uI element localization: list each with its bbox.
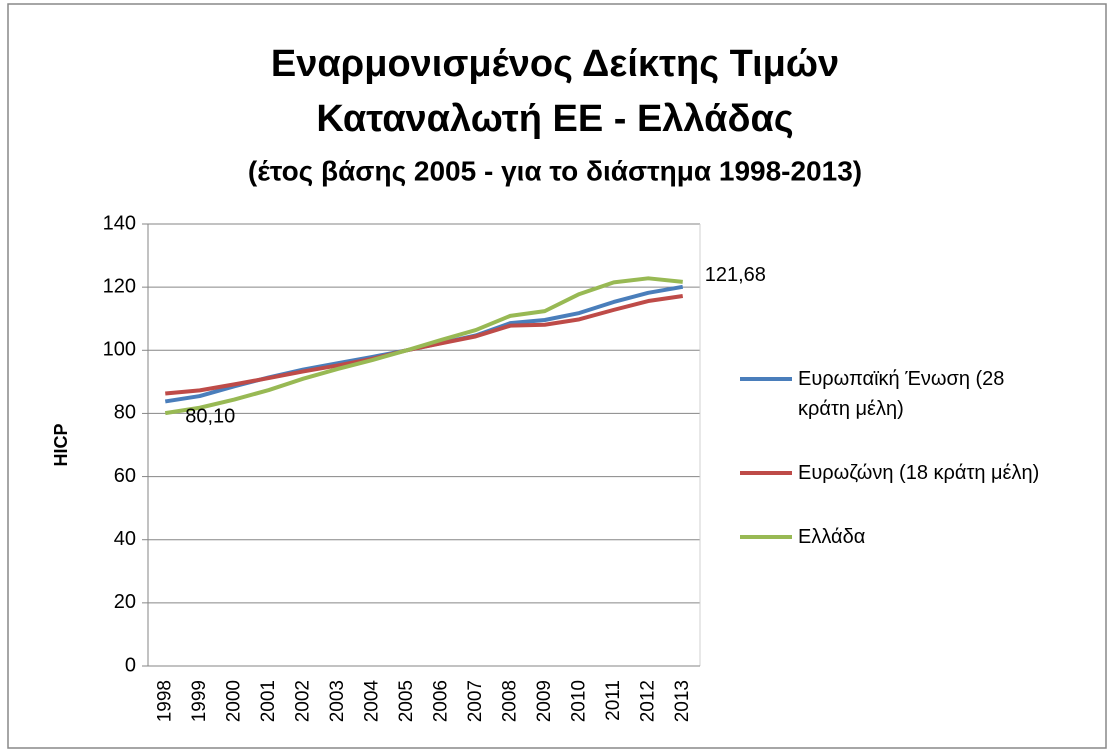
x-tick-label: 1998: [154, 680, 175, 722]
x-tick-label: 2003: [327, 680, 348, 722]
x-tick-label: 2008: [499, 680, 520, 722]
y-tick-label: 60: [114, 465, 136, 487]
chart-title: Εναρμονισμένος Δείκτης Τιμών: [271, 43, 839, 85]
legend: Ευρωπαϊκή Ένωση (28 κράτη μέλη) Ευρωζώνη …: [740, 364, 1045, 586]
chart-subtitle: (έτος βάσης 2005 - για το διάστημα 1998-…: [248, 155, 862, 186]
data-label: 80,10: [185, 405, 235, 427]
x-tick-label: 2013: [672, 680, 693, 722]
legend-label: Ευρωζώνη (18 κράτη μέλη): [798, 462, 1040, 484]
y-tick-label: 40: [114, 528, 136, 550]
x-tick-label: 2006: [430, 680, 451, 722]
legend-swatch: [740, 535, 792, 539]
x-tick-label: 2005: [396, 680, 417, 722]
x-tick-label: 2001: [258, 680, 279, 722]
legend-item: Ευρωπαϊκή Ένωση (28 κράτη μέλη): [740, 364, 1045, 424]
y-tick-label: 20: [114, 591, 136, 613]
y-tick-label: 140: [103, 212, 136, 234]
frame: [7, 3, 1107, 749]
legend-item: Ελλάδα: [740, 522, 1045, 552]
data-label: 121,68: [705, 264, 766, 286]
legend-item: Ευρωζώνη (18 κράτη μέλη): [740, 458, 1045, 488]
x-tick-label: 2000: [223, 680, 244, 722]
chart-title: Καταναλωτή ΕΕ - Ελλάδας: [316, 98, 793, 140]
y-tick-label: 80: [114, 402, 136, 424]
x-tick-label: 2011: [603, 680, 624, 721]
legend-label: Ελλάδα: [798, 526, 866, 548]
y-axis-label: HICP: [51, 423, 71, 466]
x-tick-label: 2009: [534, 680, 555, 722]
x-tick-label: 1999: [189, 680, 210, 722]
y-tick-label: 120: [103, 275, 136, 297]
y-tick-label: 0: [125, 654, 136, 676]
legend-swatch: [740, 471, 792, 475]
x-tick-label: 2007: [465, 680, 486, 722]
x-tick-label: 2002: [292, 680, 313, 722]
x-tick-label: 2010: [568, 680, 589, 722]
legend-label: Ευρωπαϊκή Ένωση (28 κράτη μέλη): [798, 368, 1005, 420]
legend-swatch: [740, 377, 792, 381]
x-tick-label: 2004: [361, 680, 382, 723]
series-line: [164, 276, 683, 416]
y-tick-label: 100: [103, 339, 136, 361]
x-tick-label: 2012: [637, 680, 658, 722]
